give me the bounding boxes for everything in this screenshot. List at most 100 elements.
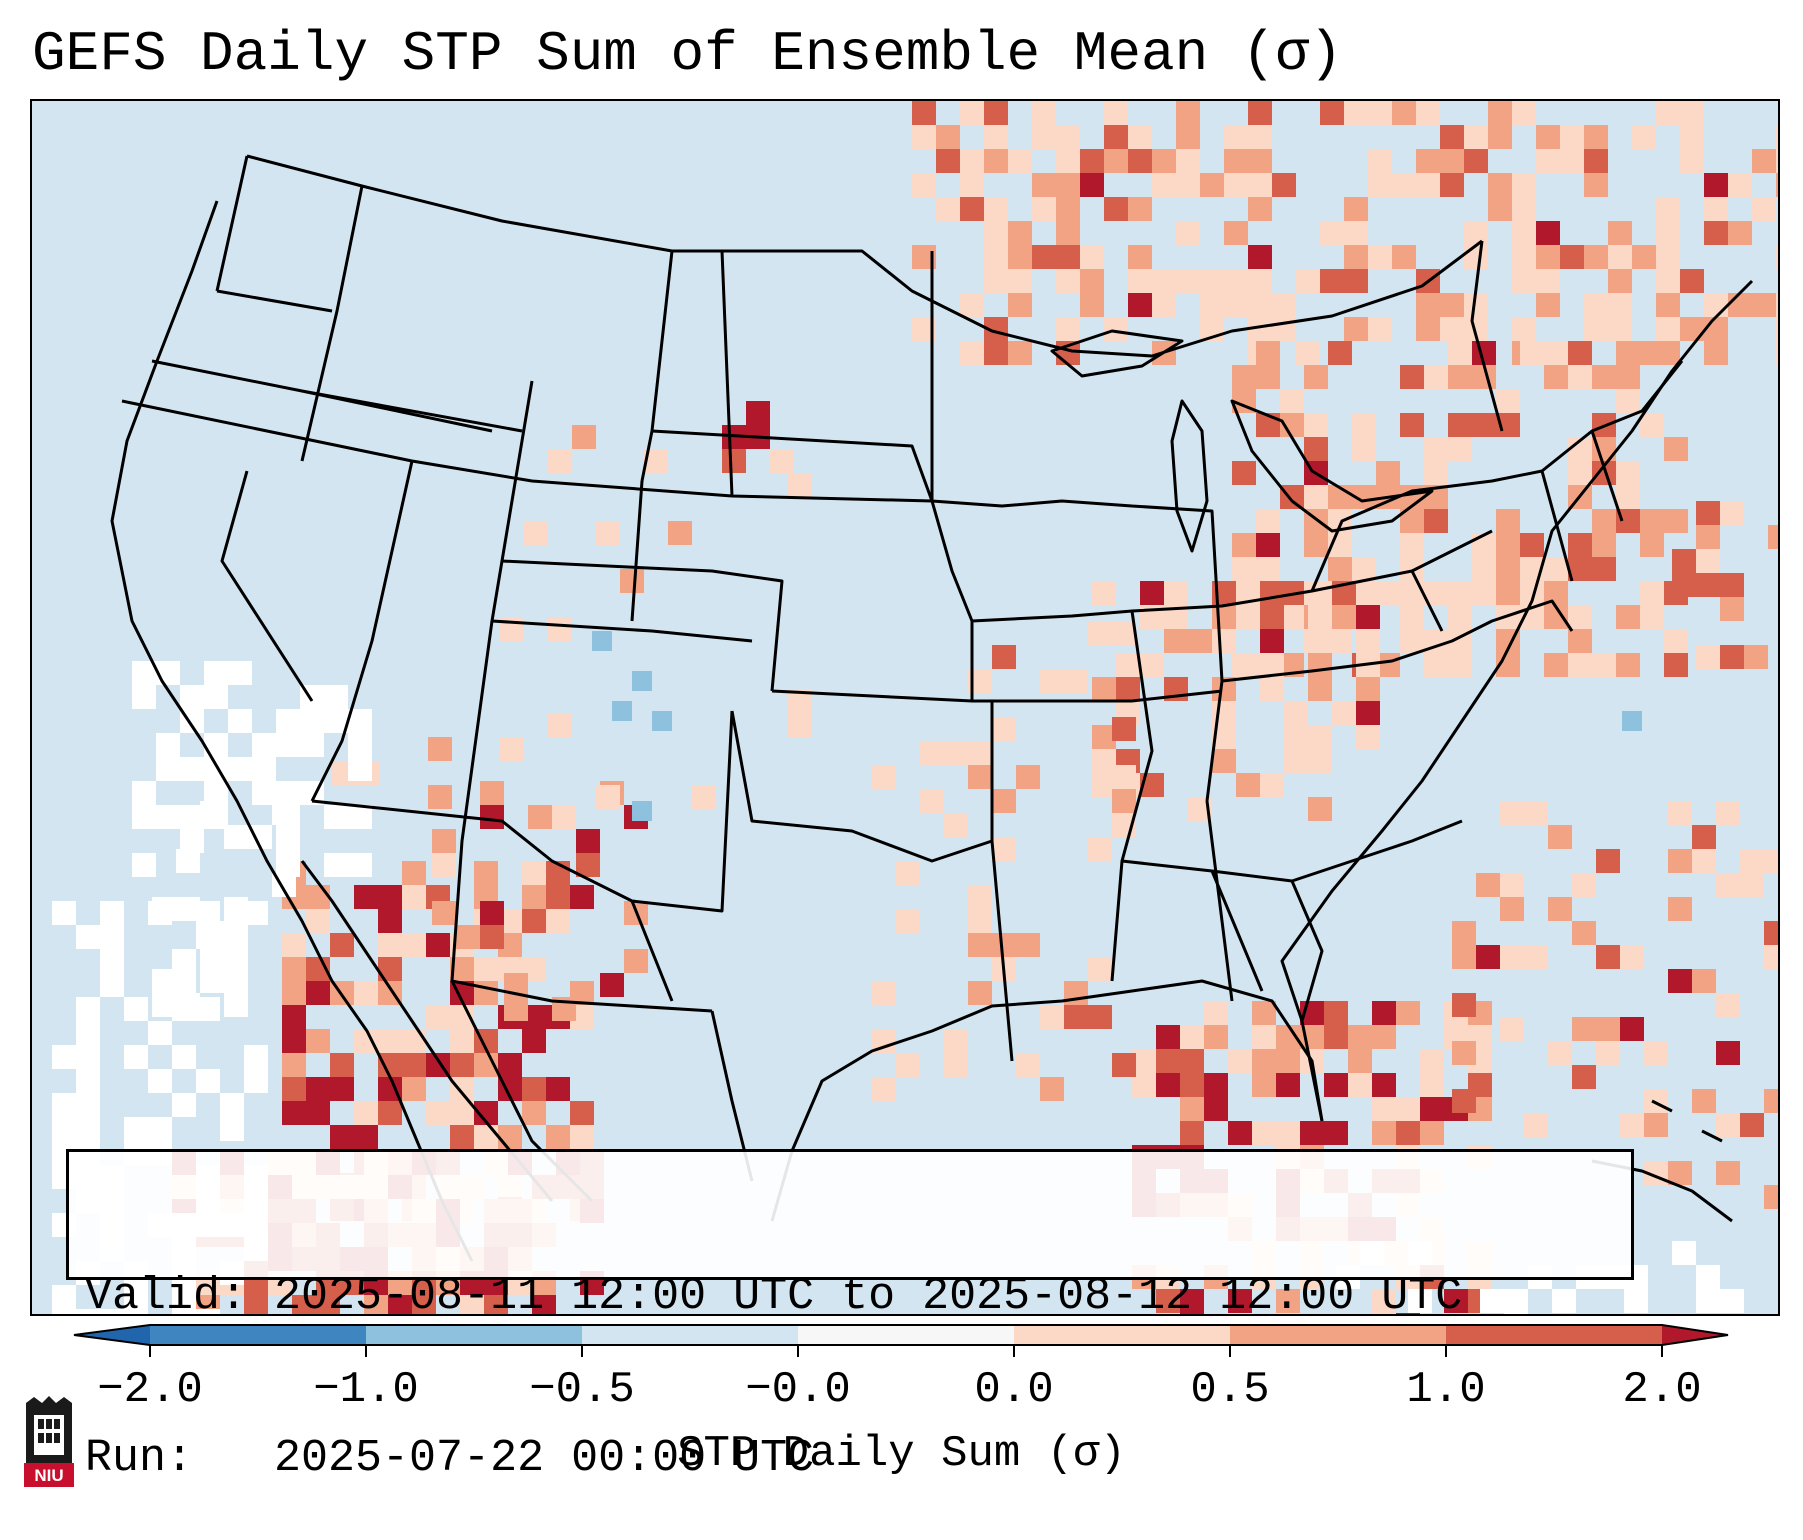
- anomaly-cell: [1512, 269, 1536, 293]
- anomaly-cell: [1104, 149, 1128, 173]
- anomaly-cell: [1776, 245, 1778, 269]
- anomaly-cell: [1180, 1121, 1204, 1145]
- anomaly-cell: [960, 293, 984, 317]
- anomaly-cell: [522, 885, 546, 909]
- anomaly-cell: [984, 197, 1008, 221]
- anomaly-cell: [1344, 101, 1368, 125]
- neutral-cell: [1480, 1289, 1504, 1313]
- neutral-cell: [348, 733, 372, 757]
- anomaly-cell: [1324, 1001, 1348, 1025]
- anomaly-cell: [306, 1101, 330, 1125]
- anomaly-cell: [1332, 701, 1356, 725]
- neutral-cell: [156, 733, 180, 757]
- anomaly-cell: [984, 149, 1008, 173]
- neutral-cell: [200, 801, 224, 825]
- anomaly-cell: [480, 805, 504, 829]
- anomaly-cell: [432, 853, 456, 877]
- anomaly-cell: [1452, 921, 1476, 945]
- anomaly-cell: [1640, 581, 1664, 605]
- anomaly-cell: [1664, 653, 1688, 677]
- anomaly-cell: [1092, 581, 1116, 605]
- neutral-cell: [180, 685, 204, 709]
- neutral-cell: [300, 733, 324, 757]
- anomaly-cell: [1776, 173, 1778, 197]
- anomaly-cell: [1668, 849, 1692, 873]
- neutral-cell: [100, 973, 124, 997]
- neutral-cell: [220, 1093, 244, 1117]
- anomaly-cell: [354, 981, 378, 1005]
- anomaly-cell: [1488, 197, 1512, 221]
- anomaly-cell: [1424, 653, 1448, 677]
- anomaly-cell: [1284, 701, 1308, 725]
- anomaly-cell: [1776, 317, 1778, 341]
- anomaly-cell: [402, 861, 426, 885]
- anomaly-cell: [1224, 269, 1248, 293]
- anomaly-cell: [1180, 1049, 1204, 1073]
- anomaly-cell: [944, 813, 968, 837]
- neutral-cell: [76, 1093, 100, 1117]
- anomaly-cell: [1032, 245, 1056, 269]
- anomaly-cell: [1544, 653, 1568, 677]
- anomaly-cell: [1256, 557, 1280, 581]
- anomaly-cell: [624, 949, 648, 973]
- neutral-cell: [204, 661, 228, 685]
- anomaly-cell: [1740, 1113, 1764, 1137]
- logo-text: NIU: [34, 1466, 63, 1485]
- anomaly-cell: [1248, 197, 1272, 221]
- neutral-cell: [76, 997, 100, 1021]
- anomaly-cell: [896, 1053, 920, 1077]
- lake-superior: [1050, 329, 1184, 378]
- anomaly-cell: [1356, 581, 1380, 605]
- neutral-cell: [124, 997, 148, 1021]
- anomaly-cell: [1512, 221, 1536, 245]
- colorbar-segment: [798, 1325, 1014, 1345]
- colorbar-segments: [73, 1324, 1729, 1357]
- anomaly-cell: [1368, 173, 1392, 197]
- map-panel: [30, 99, 1780, 1316]
- anomaly-cell: [1016, 933, 1040, 957]
- anomaly-cell: [1424, 365, 1448, 389]
- anomaly-cell: [546, 1077, 570, 1101]
- anomaly-cell: [1616, 485, 1640, 509]
- anomaly-cell: [1352, 437, 1376, 461]
- anomaly-cell: [1720, 645, 1744, 669]
- anomaly-cell: [1716, 801, 1740, 825]
- anomaly-cell: [354, 1125, 378, 1149]
- negative-cell: [632, 801, 652, 821]
- neutral-cell: [156, 757, 180, 781]
- anomaly-cell: [1572, 921, 1596, 945]
- anomaly-cell: [1616, 365, 1640, 389]
- anomaly-cell: [354, 1101, 378, 1125]
- us-canada-border: [246, 154, 1483, 358]
- anomaly-cell: [432, 829, 456, 853]
- anomaly-cell: [1080, 173, 1104, 197]
- anomaly-cell: [596, 785, 620, 809]
- anomaly-cell: [1164, 581, 1188, 605]
- anomaly-cell: [1500, 1017, 1524, 1041]
- anomaly-cell: [912, 101, 936, 125]
- anomaly-cell: [722, 449, 746, 473]
- anomaly-cell: [1112, 717, 1136, 741]
- anomaly-cell: [1476, 873, 1500, 897]
- anomaly-cell: [1212, 629, 1236, 653]
- anomaly-cell: [1232, 365, 1256, 389]
- neutral-cell: [324, 853, 348, 877]
- anomaly-cell: [426, 1101, 450, 1125]
- anomaly-cell: [1448, 413, 1472, 437]
- anomaly-cell: [1152, 269, 1176, 293]
- anomaly-cell: [1252, 1001, 1276, 1025]
- anomaly-cell: [1500, 897, 1524, 921]
- anomaly-cell: [1596, 945, 1620, 969]
- anomaly-cell: [1496, 533, 1520, 557]
- neutral-cell: [156, 661, 180, 685]
- anomaly-cell: [1448, 605, 1472, 629]
- anomaly-cell: [1568, 341, 1592, 365]
- anomaly-cell: [1372, 1073, 1396, 1097]
- anomaly-cell: [1420, 1097, 1444, 1121]
- anomaly-cell: [378, 1101, 402, 1125]
- neutral-cell: [132, 805, 156, 829]
- anomaly-cell: [1592, 365, 1616, 389]
- anomaly-cell: [1744, 645, 1768, 669]
- anomaly-cell: [460, 1295, 484, 1314]
- anomaly-cell: [282, 1005, 306, 1029]
